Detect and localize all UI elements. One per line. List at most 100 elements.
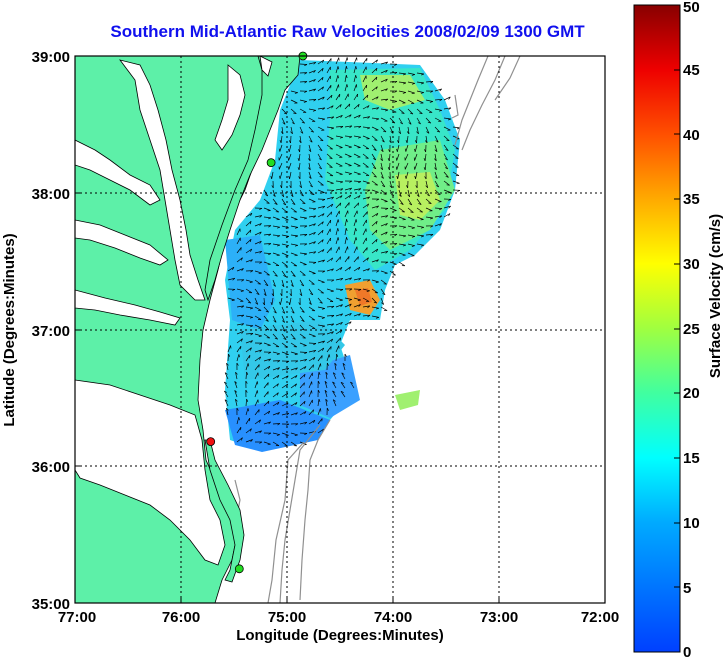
velocity-arrowhead — [402, 244, 407, 247]
velocity-arrowhead — [382, 185, 386, 188]
velocity-arrowhead — [376, 270, 380, 273]
velocity-arrowhead — [246, 398, 249, 402]
velocity-arrowhead — [245, 380, 248, 384]
velocity-vector — [290, 252, 298, 256]
velocity-arrowhead — [286, 367, 290, 371]
velocity-vector — [362, 180, 370, 184]
velocity-arrowhead — [320, 408, 322, 412]
lat-tick-label: 37:00 — [32, 323, 70, 340]
velocity-arrowhead — [320, 184, 324, 186]
velocity-arrowhead — [355, 228, 357, 232]
velocity-vector — [344, 84, 348, 92]
velocity-arrowhead — [228, 353, 231, 357]
velocity-vector — [362, 305, 370, 308]
velocity-arrowhead — [396, 148, 398, 152]
velocity-arrowhead — [395, 166, 398, 170]
velocity-arrowhead — [330, 290, 334, 293]
velocity-arrowhead — [404, 148, 407, 152]
velocity-arrowhead — [302, 274, 306, 276]
velocity-arrowhead — [308, 302, 312, 305]
velocity-arrowhead — [300, 131, 304, 134]
colorbar-label: Surface Velocity (cm/s) — [707, 214, 724, 378]
velocity-arrowhead — [297, 167, 300, 171]
velocity-vector — [425, 135, 428, 143]
velocity-vector — [407, 234, 415, 237]
velocity-vector — [434, 215, 442, 218]
velocity-vector — [326, 135, 334, 140]
velocity-arrowhead — [271, 293, 274, 297]
velocity-arrowhead — [301, 319, 305, 322]
velocity-vector — [236, 297, 244, 302]
velocity-arrowhead — [339, 173, 343, 176]
velocity-vector — [434, 144, 438, 152]
velocity-vector — [414, 153, 418, 161]
velocity-vector — [353, 93, 358, 101]
velocity-arrowhead — [331, 315, 335, 318]
colorbar-tick-label: 15 — [683, 450, 700, 467]
velocity-vector — [353, 104, 360, 110]
velocity-arrowhead — [322, 86, 324, 90]
velocity-vector — [335, 353, 337, 362]
velocity-arrowhead — [357, 173, 361, 176]
velocity-vector — [245, 398, 247, 407]
velocity-arrowhead — [330, 94, 333, 99]
velocity-arrowhead — [346, 57, 349, 61]
velocity-arrowhead — [312, 109, 317, 112]
velocity-arrowhead — [283, 275, 287, 278]
velocity-vector — [234, 390, 238, 398]
velocity-arrowhead — [411, 245, 415, 247]
velocity-arrowhead — [329, 157, 333, 159]
velocity-vector — [317, 107, 325, 110]
velocity-vector — [245, 340, 253, 344]
velocity-arrowhead — [411, 74, 415, 76]
velocity-arrowhead — [270, 301, 273, 306]
velocity-vector — [398, 126, 401, 134]
velocity-arrowhead — [407, 194, 410, 198]
velocity-arrowhead — [313, 251, 317, 254]
lat-tick-label: 38:00 — [32, 186, 70, 203]
velocity-vector — [371, 297, 378, 304]
velocity-vector — [425, 189, 430, 197]
velocity-vector — [272, 270, 278, 277]
velocity-arrowhead — [349, 125, 353, 128]
velocity-arrowhead — [304, 433, 308, 436]
velocity-vector — [245, 324, 254, 327]
velocity-vector — [308, 88, 316, 92]
velocity-vector — [407, 117, 412, 125]
velocity-vector — [254, 215, 262, 218]
velocity-vector — [299, 117, 305, 124]
velocity-arrowhead — [380, 149, 384, 152]
velocity-arrowhead — [331, 189, 335, 192]
velocity-vector — [245, 408, 249, 416]
velocity-vector — [416, 90, 424, 93]
velocity-arrowhead — [304, 243, 308, 246]
velocity-vector — [407, 225, 415, 229]
colorbar-tick-label: 30 — [683, 256, 700, 273]
velocity-arrowhead — [455, 166, 459, 168]
velocity-arrowhead — [322, 259, 325, 263]
lon-tick-label: 77:00 — [58, 609, 96, 626]
velocity-vector — [308, 171, 312, 179]
velocity-arrowhead — [280, 131, 284, 135]
velocity-arrowhead — [394, 253, 398, 256]
velocity-arrowhead — [429, 217, 434, 220]
velocity-vector — [434, 153, 437, 161]
velocity-vector — [398, 198, 404, 205]
velocity-vector — [290, 324, 295, 332]
velocity-arrowhead — [331, 279, 335, 282]
velocity-arrowhead — [268, 351, 272, 354]
velocity-vector — [335, 93, 341, 101]
velocity-arrowhead — [435, 140, 439, 143]
velocity-vector — [308, 306, 316, 312]
velocity-arrowhead — [385, 241, 388, 244]
station-marker — [234, 564, 244, 574]
velocity-vector — [279, 171, 283, 179]
velocity-arrowhead — [337, 228, 339, 232]
velocity-vector — [371, 117, 380, 120]
velocity-arrowhead — [249, 221, 252, 225]
velocity-arrowhead — [234, 381, 238, 384]
velocity-arrowhead — [402, 92, 406, 94]
velocity-vector — [342, 363, 346, 371]
velocity-vector — [254, 364, 260, 371]
velocity-vector — [227, 353, 229, 362]
